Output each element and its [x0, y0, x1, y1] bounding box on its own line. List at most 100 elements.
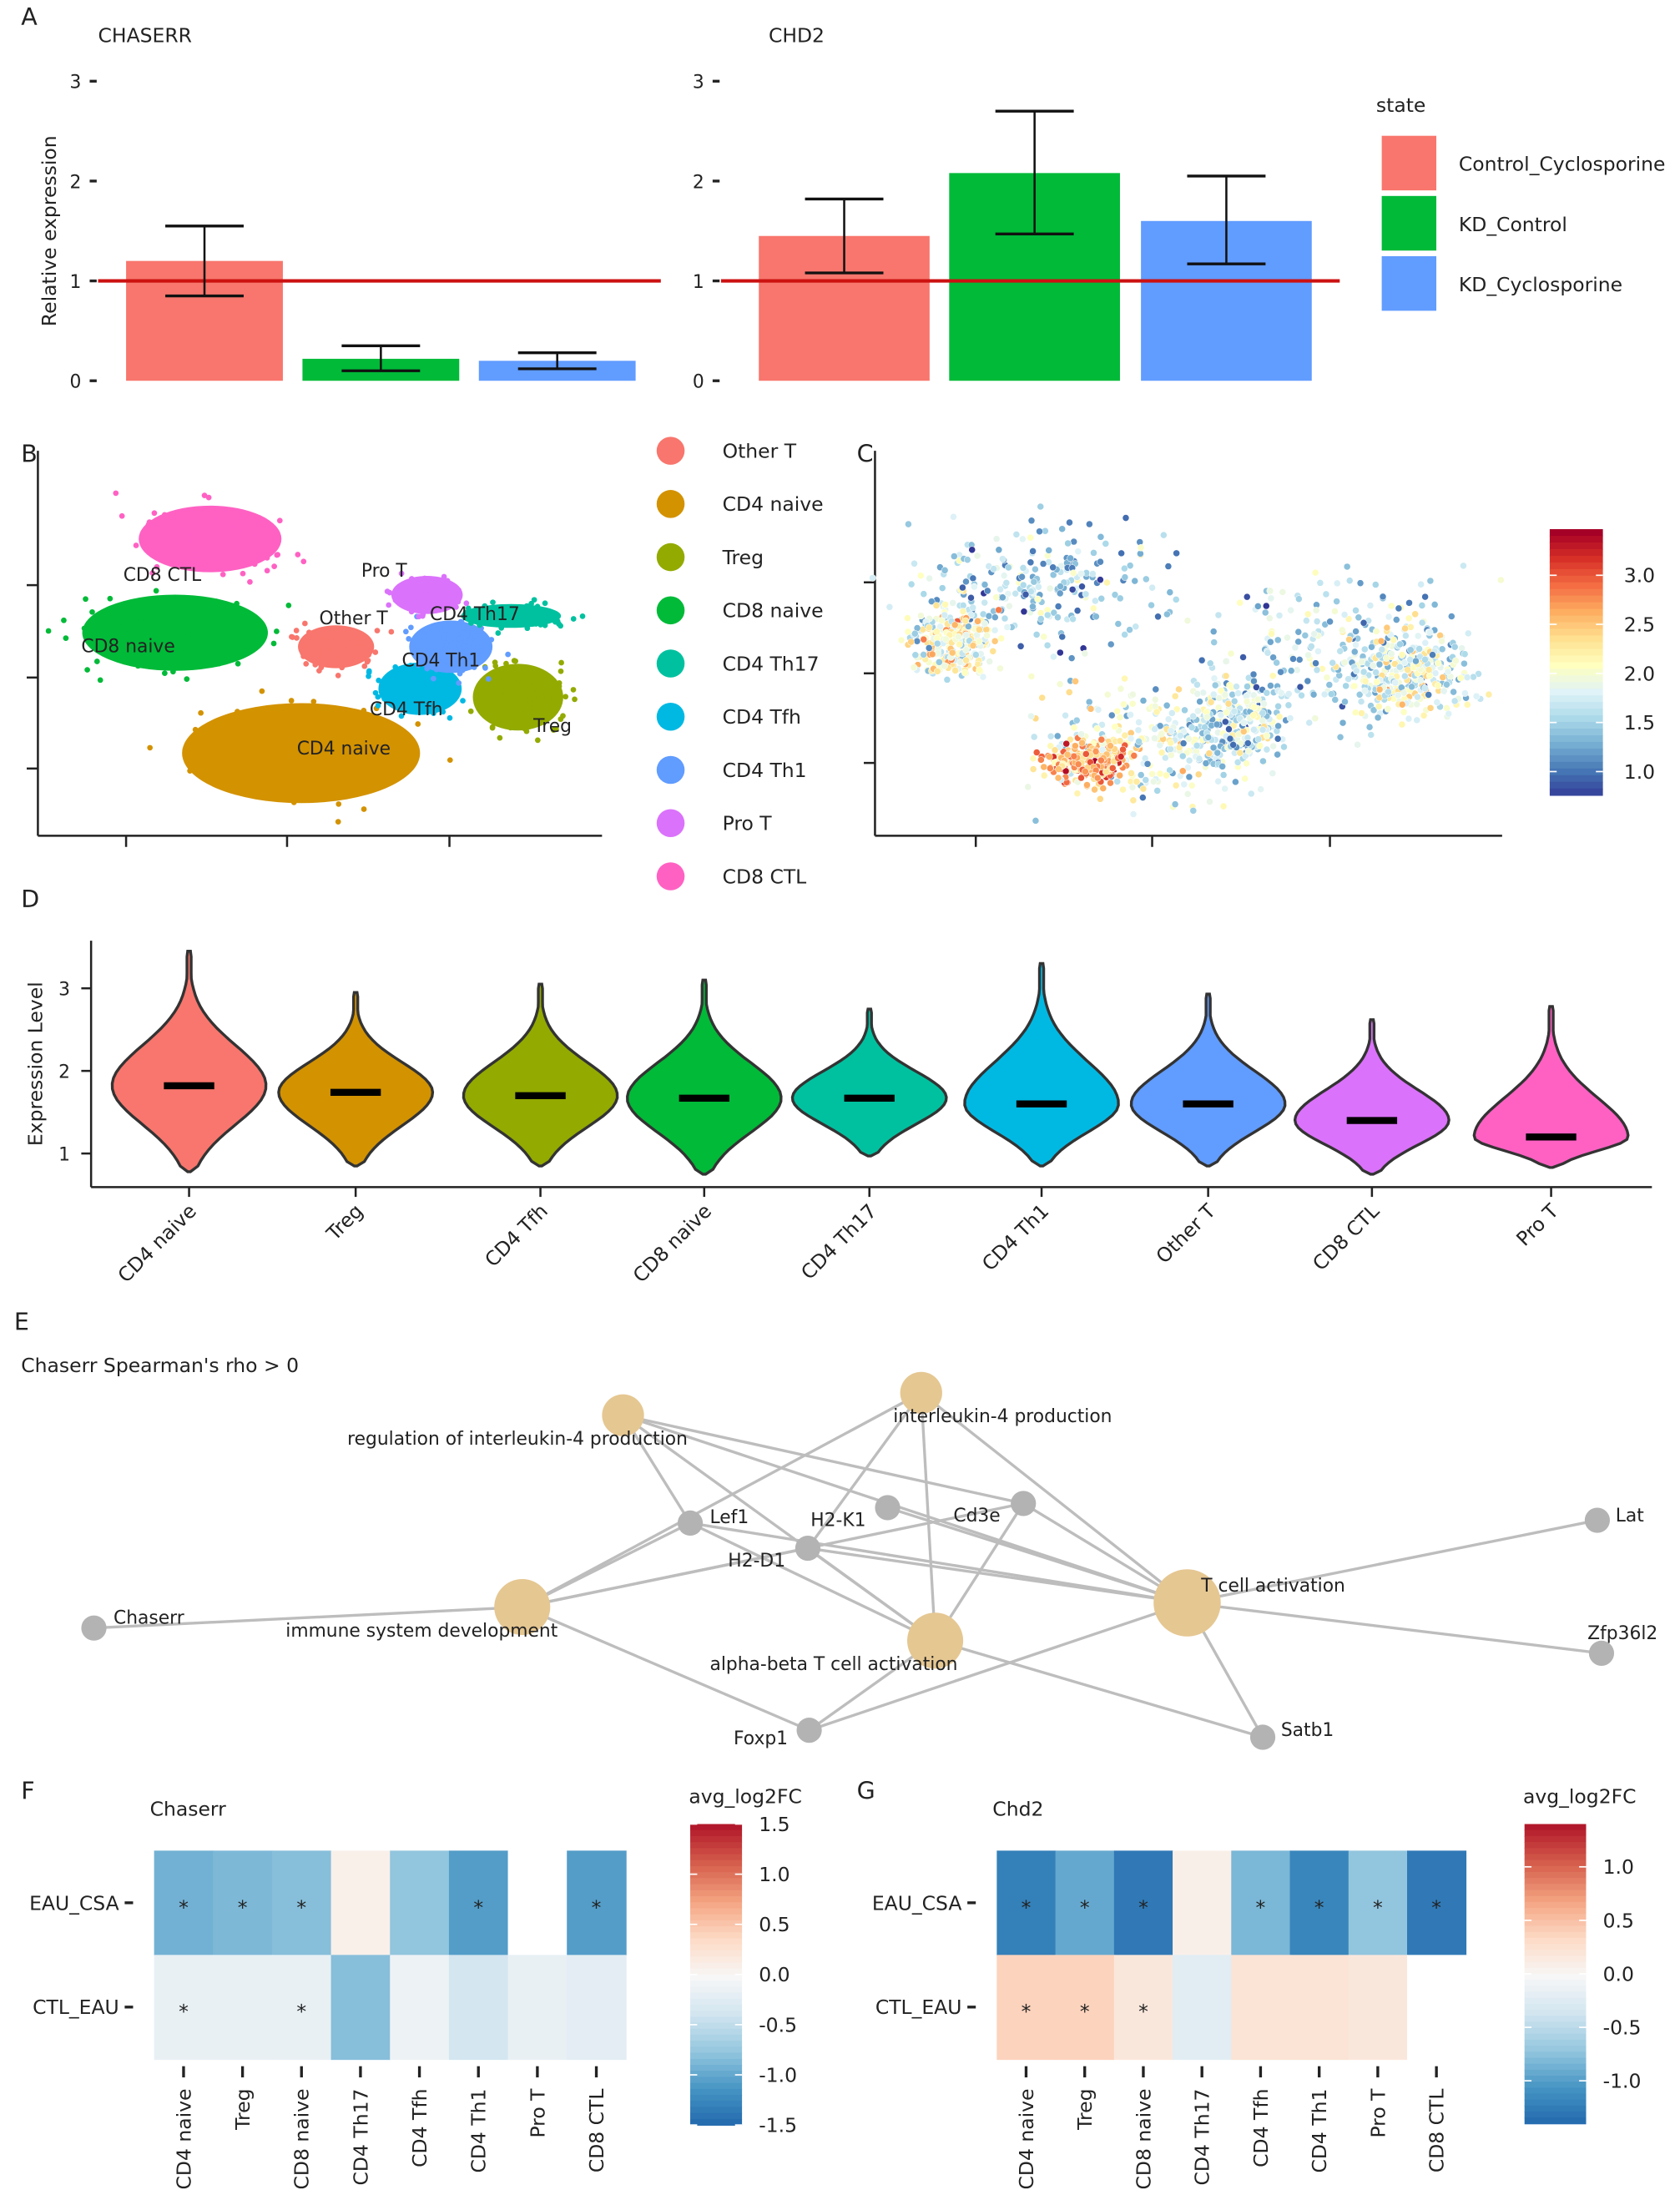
umap-point: [285, 603, 292, 608]
umap-point: [1047, 742, 1055, 750]
umap-point: [1046, 753, 1053, 761]
umap-point: [119, 512, 125, 519]
umap-point: [499, 620, 506, 627]
umap-point: [426, 633, 432, 639]
umap-point: [192, 638, 198, 645]
umap-point: [334, 778, 341, 784]
colorbar-segment: [1524, 2076, 1587, 2083]
umap-point: [1284, 701, 1293, 709]
umap-point: [265, 743, 270, 749]
umap-point: [1173, 549, 1180, 558]
umap-point: [248, 637, 255, 643]
colorbar-segment: [1524, 2051, 1587, 2059]
umap-point: [1375, 685, 1384, 694]
umap-point: [1072, 716, 1081, 724]
umap-point: [374, 628, 381, 633]
umap-point: [316, 751, 323, 758]
umap-point: [1094, 706, 1102, 714]
umap-point: [170, 601, 176, 607]
umap-point: [440, 582, 446, 588]
umap-point: [1232, 778, 1239, 786]
umap-point: [1064, 539, 1072, 547]
umap-point: [1128, 699, 1137, 708]
umap-point: [1336, 733, 1345, 741]
colorbar-segment: [1524, 2117, 1587, 2125]
colorbar-segment: [1524, 1884, 1587, 1891]
umap-point: [1222, 672, 1230, 680]
colorbar-segment: [1549, 741, 1603, 749]
umap-point: [398, 570, 405, 577]
umap-point: [1239, 728, 1248, 735]
umap-point: [1400, 708, 1408, 716]
colorbar-segment: [690, 2101, 743, 2108]
umap-point: [300, 558, 307, 565]
umap-point: [531, 597, 537, 603]
umap-point: [339, 664, 346, 671]
umap-point: [89, 608, 95, 615]
umap-point: [1266, 614, 1274, 623]
network-edge: [935, 1639, 1264, 1739]
umap-point: [242, 714, 249, 720]
umap-point: [1092, 613, 1100, 621]
violin: [462, 982, 619, 1168]
umap-point: [142, 598, 148, 603]
umap-point: [1081, 649, 1089, 658]
umap-point: [225, 518, 232, 525]
umap-point: [251, 561, 258, 568]
umap-point: [1361, 677, 1370, 685]
umap-point: [1038, 694, 1046, 702]
umap-point: [1205, 749, 1213, 757]
umap-point: [1121, 573, 1129, 581]
umap-point: [1083, 781, 1091, 789]
umap-point: [1374, 714, 1382, 722]
umap-point: [455, 623, 462, 630]
umap-point: [490, 599, 496, 606]
umap-point: [381, 696, 388, 702]
umap-point: [153, 588, 159, 594]
umap-point: [556, 683, 563, 689]
colorbar-segment: [690, 1932, 743, 1940]
umap-point: [456, 679, 462, 686]
umap-point: [108, 634, 114, 641]
legend-label: CD4 Tfh: [723, 705, 801, 729]
y-tick-label: 1: [693, 272, 704, 293]
network-edge: [623, 1414, 1024, 1506]
umap-point: [1143, 575, 1150, 583]
umap-point: [1019, 564, 1027, 572]
colorbar-segment: [690, 2028, 743, 2036]
cluster-label: CD4 Th17: [430, 604, 520, 625]
umap-point: [1354, 741, 1361, 749]
umap-point: [416, 709, 422, 715]
umap-point: [237, 542, 244, 548]
umap-point: [477, 702, 483, 709]
heatmap-cell: [390, 1850, 450, 1956]
umap-point: [1322, 590, 1330, 598]
umap-point: [482, 616, 489, 623]
umap-point: [1485, 690, 1493, 699]
colorbar-segment: [1524, 1944, 1587, 1951]
colorbar-segment: [1524, 2033, 1587, 2041]
umap-point: [1497, 576, 1505, 584]
umap-point: [285, 709, 291, 716]
umap-point: [1398, 651, 1406, 658]
umap-point: [1065, 689, 1073, 696]
umap-point: [1439, 674, 1447, 681]
heatmap-cell: [213, 1850, 273, 1956]
umap-point: [359, 720, 366, 727]
umap-point: [503, 709, 509, 716]
umap-point: [990, 565, 997, 573]
umap-point: [1384, 705, 1392, 713]
umap-point: [1047, 732, 1055, 740]
umap-point: [549, 704, 556, 710]
umap-point: [527, 606, 534, 613]
umap-point: [962, 646, 970, 653]
umap-point: [415, 697, 421, 704]
colorbar-segment: [1549, 622, 1603, 630]
umap-point: [986, 658, 993, 665]
legend-dot: [656, 755, 685, 785]
umap-point: [1029, 547, 1037, 555]
umap-point: [208, 547, 214, 553]
heatmap-cell: [1113, 1850, 1173, 1956]
heatmap-cell: [213, 1955, 273, 2061]
umap-point: [97, 677, 103, 684]
